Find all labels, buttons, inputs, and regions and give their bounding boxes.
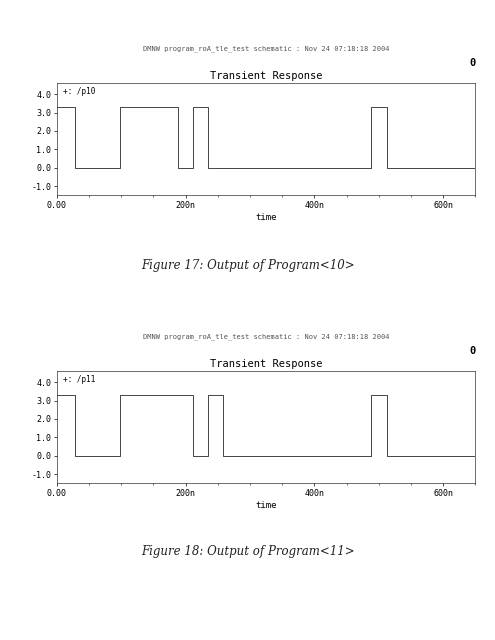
X-axis label: time: time (255, 212, 277, 221)
Text: DMNW program_roA_tle_test schematic : Nov 24 07:18:18 2004: DMNW program_roA_tle_test schematic : No… (143, 333, 389, 340)
Title: Transient Response: Transient Response (210, 359, 322, 369)
Text: Figure 17: Output of Program<10>: Figure 17: Output of Program<10> (141, 259, 354, 272)
Text: Figure 18: Output of Program<11>: Figure 18: Output of Program<11> (141, 545, 354, 558)
Text: 0: 0 (469, 346, 475, 355)
X-axis label: time: time (255, 500, 277, 509)
Text: 0: 0 (469, 58, 475, 68)
Title: Transient Response: Transient Response (210, 71, 322, 81)
Text: DMNW program_roA_tle_test schematic : Nov 24 07:18:18 2004: DMNW program_roA_tle_test schematic : No… (143, 45, 389, 52)
Text: +: /p10: +: /p10 (63, 86, 96, 95)
Text: +: /p11: +: /p11 (63, 374, 96, 383)
